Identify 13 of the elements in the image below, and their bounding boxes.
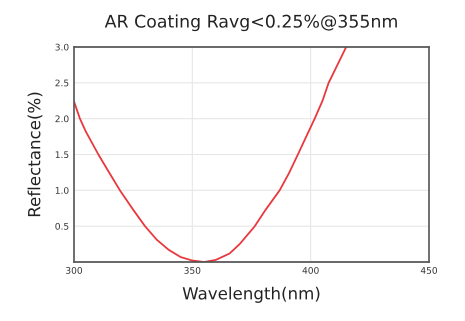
- y-tick-label: 3.0: [55, 44, 69, 51]
- y-tick-label: 0.5: [55, 222, 68, 230]
- x-tick-label: 400: [302, 267, 319, 274]
- y-tick-label: 1.0: [56, 187, 69, 194]
- x-axis-title: Wavelength(nm): [182, 286, 320, 303]
- x-tick-label: 450: [420, 267, 438, 274]
- y-tick-label: 2.5: [55, 80, 68, 86]
- y-tick-label: 2.0: [55, 115, 69, 122]
- y-axis-title: Reflectance(%): [28, 92, 42, 216]
- y-tick-label: 1.5: [56, 151, 68, 158]
- x-tick-label: 300: [66, 267, 82, 274]
- x-tick-label: 350: [184, 267, 200, 274]
- chart-title: AR Coating Ravg<0.25%@355nm: [104, 14, 397, 32]
